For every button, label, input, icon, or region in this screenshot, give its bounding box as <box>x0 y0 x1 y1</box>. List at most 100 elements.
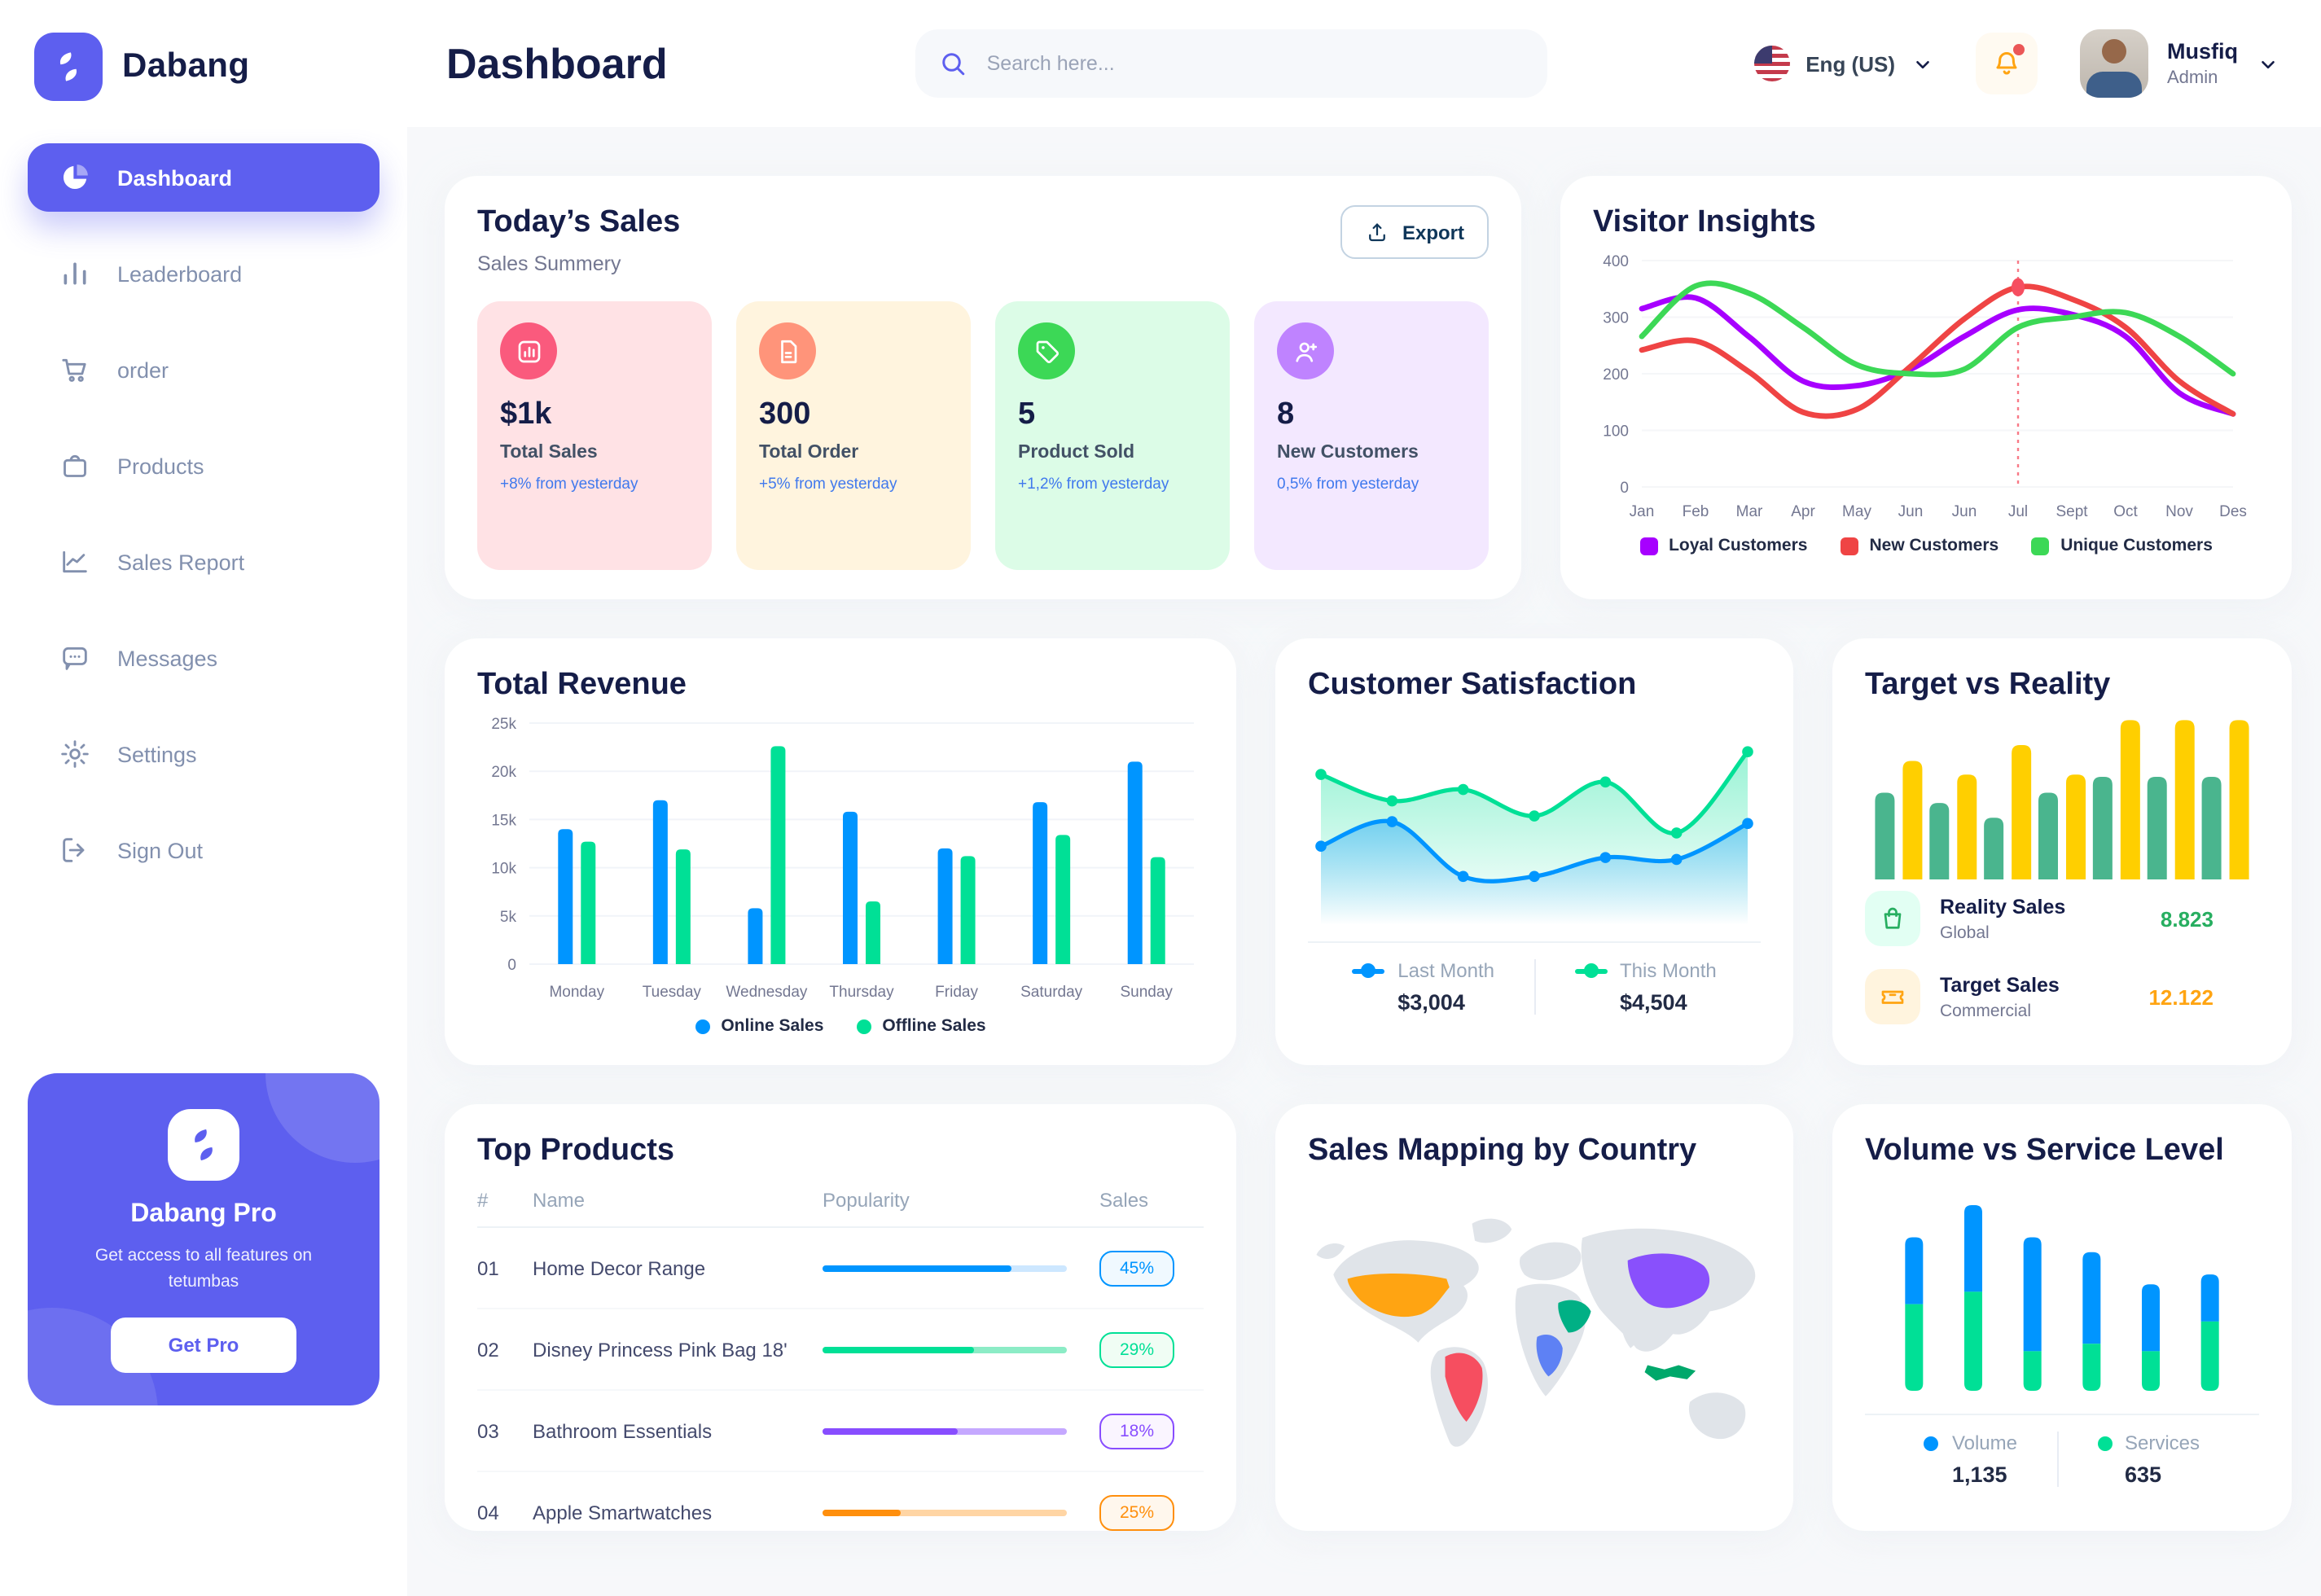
map-brazil[interactable] <box>1445 1353 1483 1422</box>
svg-text:5k: 5k <box>500 909 517 926</box>
svg-text:Mar: Mar <box>1736 503 1763 520</box>
legend-last-month: Last Month $3,004 <box>1313 959 1533 1015</box>
svg-text:May: May <box>1842 503 1871 520</box>
export-icon <box>1369 223 1385 242</box>
sidebar-item-sales-report[interactable]: Sales Report <box>28 528 380 596</box>
svg-text:10k: 10k <box>491 861 516 878</box>
product-row-04[interactable]: 04 Apple Smartwatches 25% <box>477 1472 1204 1531</box>
sidebar-item-order[interactable]: order <box>28 335 380 404</box>
export-button[interactable]: Export <box>1340 205 1489 259</box>
legend-new-customers: New Customers <box>1840 536 1999 555</box>
sales-badge: 45% <box>1099 1250 1174 1286</box>
sidebar-item-leaderboard[interactable]: Leaderboard <box>28 239 380 308</box>
language-selector[interactable]: Eng (US) <box>1753 46 1933 81</box>
pie-chart-icon <box>59 161 91 194</box>
top-products-card: Top Products # Name Popularity Sales 01 H… <box>445 1104 1236 1531</box>
sidebar-item-sign-out[interactable]: Sign Out <box>28 816 380 884</box>
popularity-bar <box>823 1509 1067 1515</box>
product-name: Bathroom Essentials <box>533 1419 713 1442</box>
user-role: Admin <box>2167 68 2218 88</box>
svg-text:200: 200 <box>1603 366 1629 384</box>
page-title: Dashboard <box>446 38 668 87</box>
svg-text:Jan: Jan <box>1630 503 1655 520</box>
top-products-title: Top Products <box>477 1133 675 1168</box>
svg-text:Saturday: Saturday <box>1020 984 1083 1001</box>
bell-icon <box>1995 52 2016 75</box>
svg-text:25k: 25k <box>491 716 516 733</box>
stat-value: 8 <box>1277 397 1295 432</box>
stat-label: Product Sold <box>1018 443 1135 463</box>
todays-sales-card: Today’s Sales Sales Summery Export $1k To… <box>445 176 1521 599</box>
volume-service-title: Volume vs Service Level <box>1865 1133 2224 1168</box>
content: Today’s Sales Sales Summery Export $1k To… <box>407 127 2321 1596</box>
stat-value: 300 <box>759 397 811 432</box>
svg-text:Oct: Oct <box>2113 503 2138 520</box>
sidebar-item-messages[interactable]: Messages <box>28 624 380 692</box>
sales-report-icon <box>59 546 91 578</box>
customer-satisfaction-title: Customer Satisfaction <box>1308 668 1637 702</box>
total-revenue-chart: 0 5k 10k 15k 20k 25k Monday Tuesday Wednesday Thu… <box>491 716 1194 1001</box>
total-revenue-card: Total Revenue 0 5k 10k 15k 20k 25k Monday Tuesd… <box>445 638 1236 1065</box>
product-row-01[interactable]: 01 Home Decor Range 45% <box>477 1228 1204 1309</box>
svg-text:Wednesday: Wednesday <box>726 984 807 1001</box>
user-menu[interactable]: Musfiq Admin <box>2079 29 2279 98</box>
stat-card-total-order: 300 Total Order +5% from yesterday <box>736 301 971 570</box>
search-input[interactable] <box>983 50 1525 77</box>
legend-reality-sales: Reality Sales Global 8.823 <box>1865 879 2259 958</box>
user-name: Musfiq <box>2167 39 2238 64</box>
volume-service-card: Volume vs Service Level Volume 1,135 Servi… <box>1832 1104 2292 1531</box>
sales-badge: 29% <box>1099 1331 1174 1367</box>
stat-value: $1k <box>500 397 552 432</box>
target-vs-reality-legend: Reality Sales Global 8.823 Target Sales Comm… <box>1865 879 2259 1036</box>
pro-logo-icon <box>168 1109 239 1181</box>
visitor-insights-title: Visitor Insights <box>1593 205 1816 239</box>
svg-text:20k: 20k <box>491 764 516 781</box>
svg-text:Feb: Feb <box>1683 503 1709 520</box>
map-usa[interactable] <box>1347 1273 1450 1318</box>
map-drcongo[interactable] <box>1536 1335 1563 1377</box>
customer-satisfaction-legend: Last Month $3,004 This Month $4,504 <box>1308 941 1761 1015</box>
sidebar-item-dashboard[interactable]: Dashboard <box>28 143 380 212</box>
stat-user-plus-icon <box>1277 322 1334 379</box>
brand-name: Dabang <box>122 47 250 85</box>
products-bag-icon <box>59 449 91 482</box>
pro-subtitle: Get access to all features on tetumbas <box>94 1246 313 1292</box>
pro-upsell-card: Dabang Pro Get access to all features on… <box>28 1073 380 1405</box>
sales-badge: 25% <box>1099 1494 1174 1530</box>
stat-cards: $1k Total Sales +8% from yesterday 300 Total… <box>477 301 1489 570</box>
volume-service-chart <box>1905 1205 2219 1391</box>
get-pro-button[interactable]: Get Pro <box>111 1317 296 1373</box>
legend-online-sales: Online Sales <box>695 1016 823 1036</box>
target-vs-reality-title: Target vs Reality <box>1865 668 2111 702</box>
search-icon <box>941 53 964 76</box>
sidebar-item-products[interactable]: Products <box>28 432 380 500</box>
svg-text:Friday: Friday <box>935 984 978 1001</box>
product-rank: 02 <box>477 1338 499 1361</box>
visitor-insights-chart: 0 100 200 300 400 Jan Feb Mar Apr May Jun Jun Jul Sep… <box>1603 253 2247 520</box>
sidebar-nav: Dashboard Leaderboard order Products Sales R… <box>28 143 380 884</box>
sidebar-item-settings[interactable]: Settings <box>28 720 380 788</box>
legend-this-month: This Month $4,504 <box>1533 959 1756 1015</box>
product-rank: 01 <box>477 1256 499 1279</box>
legend-loyal-customers: Loyal Customers <box>1639 536 1807 555</box>
notifications-button[interactable] <box>1975 33 2037 94</box>
stat-chart-icon <box>500 322 557 379</box>
visitor-insights-legend: Loyal Customers New Customers Unique Custo… <box>1593 536 2259 555</box>
map-saudi-arabia[interactable] <box>1558 1300 1591 1333</box>
sales-badge: 18% <box>1099 1413 1174 1449</box>
target-ticket-icon <box>1865 969 1920 1024</box>
svg-text:Des: Des <box>2219 503 2247 520</box>
map-indonesia[interactable] <box>1644 1365 1696 1381</box>
product-row-03[interactable]: 03 Bathroom Essentials 18% <box>477 1391 1204 1472</box>
stat-label: Total Order <box>759 443 859 463</box>
map-china[interactable] <box>1627 1253 1710 1309</box>
stat-label: New Customers <box>1277 443 1419 463</box>
stat-value: 5 <box>1018 397 1036 432</box>
svg-text:Apr: Apr <box>1791 503 1815 520</box>
brand-logo-icon <box>34 33 103 101</box>
total-revenue-title: Total Revenue <box>477 668 687 702</box>
product-row-02[interactable]: 02 Disney Princess Pink Bag 18' 29% <box>477 1309 1204 1391</box>
popularity-bar <box>823 1427 1067 1434</box>
legend-unique-customers: Unique Customers <box>2031 536 2213 555</box>
